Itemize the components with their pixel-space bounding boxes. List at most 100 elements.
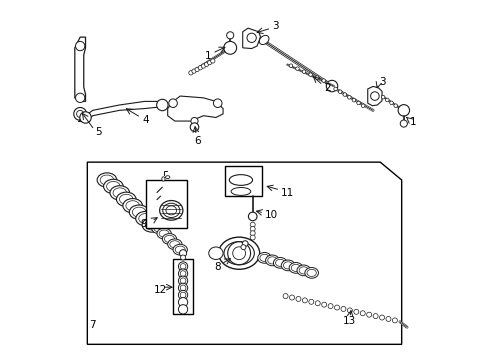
Circle shape [180, 285, 185, 291]
Ellipse shape [157, 228, 171, 239]
Circle shape [361, 104, 364, 108]
Ellipse shape [296, 265, 310, 276]
Text: 11: 11 [281, 188, 294, 198]
Ellipse shape [165, 206, 176, 215]
Circle shape [250, 226, 255, 231]
Circle shape [295, 296, 300, 301]
Ellipse shape [267, 257, 276, 264]
Circle shape [207, 60, 211, 65]
Circle shape [242, 241, 247, 247]
Ellipse shape [175, 246, 185, 253]
Circle shape [321, 79, 325, 82]
Ellipse shape [122, 199, 142, 213]
Ellipse shape [265, 255, 279, 266]
Circle shape [308, 73, 312, 76]
Text: 13: 13 [342, 316, 355, 326]
Text: 8: 8 [214, 262, 221, 272]
Text: 9: 9 [140, 219, 146, 229]
Ellipse shape [169, 241, 180, 248]
Ellipse shape [97, 173, 117, 187]
Circle shape [77, 111, 83, 117]
Ellipse shape [125, 201, 139, 211]
Ellipse shape [299, 267, 308, 274]
Circle shape [179, 249, 186, 257]
Ellipse shape [159, 230, 169, 237]
Circle shape [289, 295, 294, 300]
Circle shape [156, 99, 168, 111]
Circle shape [201, 64, 205, 68]
Polygon shape [85, 102, 162, 121]
Ellipse shape [275, 259, 285, 266]
Circle shape [315, 76, 318, 80]
Polygon shape [367, 86, 381, 106]
Circle shape [400, 120, 407, 127]
Circle shape [391, 318, 397, 323]
Ellipse shape [153, 225, 163, 232]
Ellipse shape [229, 175, 252, 185]
Circle shape [283, 294, 287, 298]
Ellipse shape [208, 247, 223, 260]
Polygon shape [167, 96, 223, 121]
Circle shape [204, 62, 208, 67]
Circle shape [178, 297, 187, 307]
Ellipse shape [259, 254, 268, 261]
Circle shape [366, 312, 371, 317]
Circle shape [178, 283, 187, 293]
Text: 5: 5 [95, 127, 102, 137]
Ellipse shape [103, 179, 123, 194]
Circle shape [195, 67, 199, 72]
Circle shape [333, 87, 337, 91]
Circle shape [340, 306, 345, 311]
Polygon shape [87, 162, 401, 344]
Circle shape [346, 308, 352, 313]
Ellipse shape [160, 201, 183, 220]
Ellipse shape [145, 220, 159, 230]
Circle shape [188, 71, 193, 75]
Ellipse shape [167, 239, 182, 249]
Circle shape [178, 276, 187, 285]
Circle shape [75, 41, 84, 51]
Circle shape [180, 255, 185, 260]
Ellipse shape [100, 175, 114, 185]
Ellipse shape [173, 244, 187, 255]
Text: 3: 3 [272, 21, 279, 31]
Circle shape [389, 101, 392, 105]
Circle shape [295, 67, 299, 71]
Ellipse shape [273, 257, 286, 268]
Circle shape [370, 92, 378, 100]
Circle shape [226, 32, 233, 39]
Ellipse shape [231, 188, 250, 195]
Text: 6: 6 [193, 136, 200, 146]
Circle shape [190, 123, 198, 131]
Circle shape [178, 291, 187, 300]
Circle shape [393, 104, 397, 108]
Circle shape [385, 316, 390, 321]
Circle shape [178, 269, 187, 278]
Text: 12: 12 [153, 285, 166, 295]
Circle shape [353, 309, 358, 314]
Circle shape [74, 108, 86, 120]
Circle shape [351, 98, 355, 102]
Ellipse shape [259, 35, 268, 45]
Ellipse shape [132, 207, 145, 217]
Ellipse shape [139, 213, 152, 224]
Circle shape [302, 70, 305, 73]
Circle shape [180, 264, 185, 269]
Ellipse shape [304, 267, 318, 278]
Ellipse shape [162, 234, 176, 244]
Ellipse shape [119, 194, 133, 204]
Circle shape [250, 235, 255, 240]
Ellipse shape [281, 260, 294, 271]
Circle shape [210, 59, 215, 63]
Circle shape [213, 99, 222, 108]
Circle shape [342, 93, 346, 96]
Circle shape [168, 99, 177, 108]
Circle shape [178, 262, 187, 271]
Circle shape [180, 292, 185, 298]
Circle shape [381, 95, 384, 99]
Ellipse shape [224, 242, 254, 265]
Bar [146, 180, 187, 228]
Circle shape [325, 80, 337, 92]
Text: 1: 1 [204, 51, 211, 61]
Circle shape [308, 299, 313, 304]
